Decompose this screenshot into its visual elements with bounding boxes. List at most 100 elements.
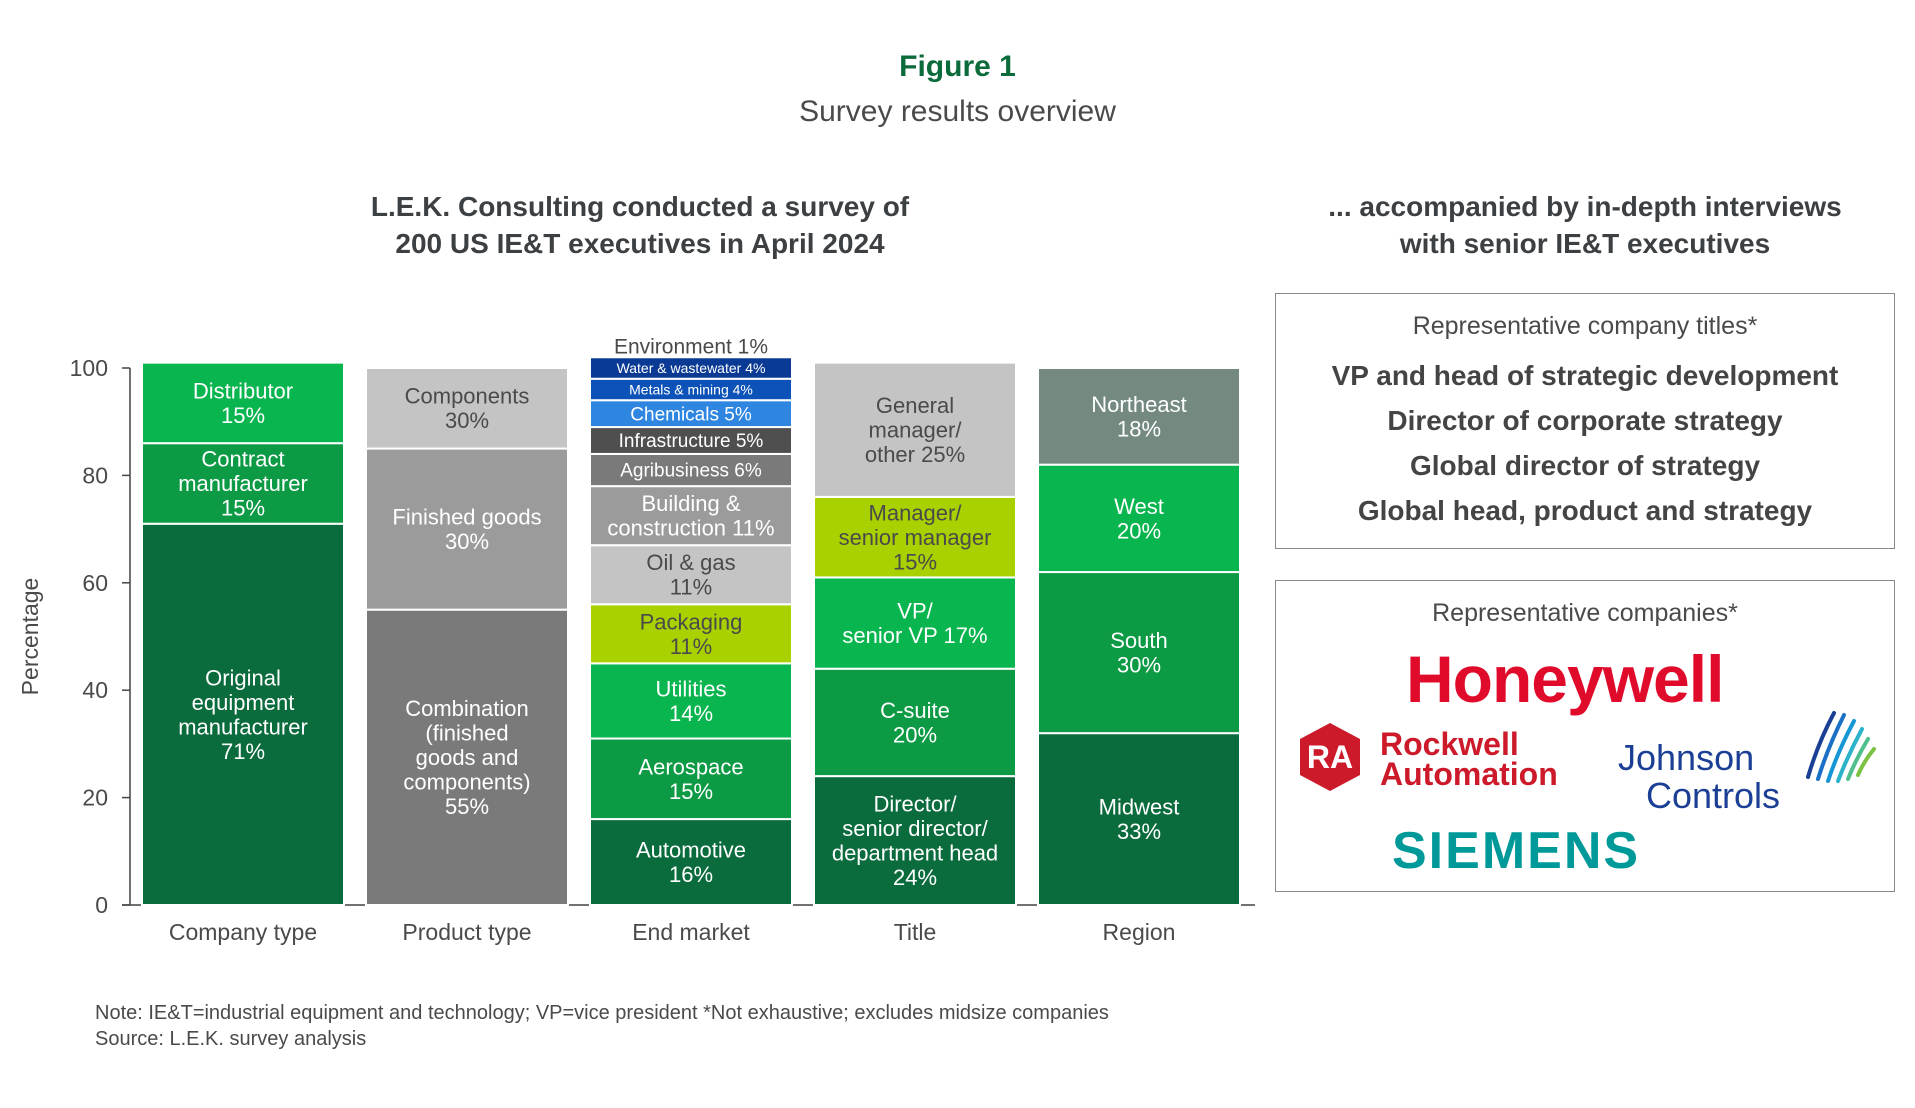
segment-label: 20%: [893, 722, 937, 747]
interviews-heading-line-2: with senior IE&T executives: [1399, 228, 1771, 259]
segment-label: Components: [405, 384, 530, 409]
y-tick-label: 100: [70, 355, 108, 381]
bar-segment: [1037, 732, 1241, 906]
segment-label: 11%: [670, 634, 712, 659]
bar-segment: [589, 399, 793, 429]
segment-label: Packaging: [640, 609, 743, 634]
rockwell-line-2: Automation: [1380, 756, 1558, 792]
segment-label: 16%: [669, 862, 713, 887]
note-text: Note: IE&T=industrial equipment and tech…: [95, 1002, 1109, 1024]
bar-segment: [589, 662, 793, 740]
segment-label: Chemicals 5%: [630, 404, 752, 425]
segment-label: 30%: [445, 408, 489, 433]
bar-segment: [813, 667, 1017, 778]
segment-label: West: [1114, 494, 1164, 519]
bar-segment: [141, 522, 345, 906]
y-tick-label: 20: [82, 785, 108, 811]
bar-segment: [1037, 367, 1241, 466]
interviews-heading-line-1: ... accompanied by in-depth interviews: [1328, 191, 1842, 222]
title-item: Global director of strategy: [1409, 450, 1761, 481]
segment-label: 20%: [1117, 518, 1161, 543]
bar-segment: [589, 603, 793, 665]
y-tick-label: 0: [95, 892, 108, 918]
segment-label: 24%: [893, 865, 937, 890]
category-label: Region: [1103, 919, 1176, 945]
interviews-heading: ... accompanied by in-depth interviews w…: [1275, 188, 1895, 262]
segment-label: other 25%: [865, 442, 965, 467]
segment-label: Original: [205, 665, 281, 690]
segment-label: Manager/: [869, 500, 963, 525]
segment-label: Northeast: [1091, 392, 1186, 417]
bar-segment: [141, 361, 345, 445]
rockwell-badge-icon: RA: [1300, 723, 1360, 791]
rockwell-automation-logo: Rockwell Automation: [1380, 726, 1558, 792]
bar-segment: [589, 452, 793, 488]
bar-segment: [365, 608, 569, 907]
segment-label: General: [876, 393, 954, 418]
segment-label: VP/: [897, 599, 933, 624]
segment-label: 30%: [445, 529, 489, 554]
segment-label: Contract: [201, 447, 284, 472]
segment-label: Agribusiness 6%: [620, 461, 762, 482]
bar-segment: [589, 737, 793, 821]
y-tick-label: 40: [82, 677, 108, 703]
company-titles-box: Representative company titles* VP and he…: [1275, 293, 1895, 549]
segment-label: 18%: [1117, 416, 1161, 441]
title-item: Director of corporate strategy: [1387, 405, 1783, 436]
bar-segment: [813, 361, 1017, 498]
rockwell-badge-text: RA: [1307, 739, 1353, 775]
category-label: Company type: [169, 919, 317, 945]
johnson-controls-mark-icon: [1806, 711, 1876, 783]
bar-segment: [589, 426, 793, 455]
segment-label: manager/: [869, 417, 963, 442]
segment-label: 11%: [670, 575, 712, 600]
segment-label: Utilities: [656, 676, 727, 701]
bar-segment: [1037, 463, 1241, 574]
segment-label: senior director/: [842, 816, 988, 841]
segment-label: Director/: [873, 792, 957, 817]
source-text: Source: L.E.K. survey analysis: [95, 1028, 367, 1050]
survey-heading: L.E.K. Consulting conducted a survey of …: [300, 188, 980, 262]
segment-label: Water & wastewater 4%: [617, 360, 766, 376]
bar-segment: [589, 356, 793, 380]
segment-label: 15%: [221, 403, 265, 428]
segment-label: (finished: [425, 721, 508, 746]
y-tick-label: 80: [82, 462, 108, 488]
bar-segment: [365, 367, 569, 450]
category-label: Product type: [402, 919, 531, 945]
segment-label: 15%: [221, 496, 265, 521]
siemens-logo: SIEMENS: [1392, 822, 1641, 880]
y-axis-label: Percentage: [17, 578, 43, 696]
honeywell-logo: Honeywell: [1406, 642, 1724, 716]
segment-label: senior manager: [839, 525, 992, 550]
rockwell-line-1: Rockwell: [1380, 726, 1519, 762]
segment-label: Oil & gas: [646, 550, 735, 575]
segment-label: Building &: [641, 491, 740, 516]
segment-label: department head: [832, 841, 998, 866]
survey-heading-line-1: L.E.K. Consulting conducted a survey of: [370, 191, 910, 222]
bar-segment: [589, 485, 793, 547]
segment-label: Finished goods: [392, 505, 541, 530]
segment-label: C-suite: [880, 698, 950, 723]
segment-label: senior VP 17%: [842, 623, 987, 648]
footnotes: Note: IE&T=industrial equipment and tech…: [95, 1000, 1109, 1052]
bar-segment: [813, 495, 1017, 579]
y-tick-label: 60: [82, 570, 108, 596]
segment-label: construction 11%: [607, 516, 774, 541]
bar-segment: [365, 447, 569, 611]
segment-label: Infrastructure 5%: [619, 431, 764, 452]
company-titles-list: VP and head of strategic development Dir…: [1276, 353, 1894, 533]
segment-label: Metals & mining 4%: [629, 381, 753, 397]
bar-segment: [589, 544, 793, 606]
figure-title: Survey results overview: [799, 95, 1116, 128]
category-label: Title: [894, 919, 937, 945]
segment-label: equipment: [192, 690, 295, 715]
johnson-line-2: Controls: [1646, 775, 1781, 816]
segment-label: manufacturer: [178, 714, 308, 739]
title-item: Global head, product and strategy: [1357, 495, 1813, 526]
segment-label: components): [403, 770, 530, 795]
johnson-line-1: Johnson: [1618, 737, 1755, 778]
segment-label: Environment 1%: [614, 335, 768, 358]
company-titles-heading: Representative company titles*: [1412, 312, 1758, 340]
